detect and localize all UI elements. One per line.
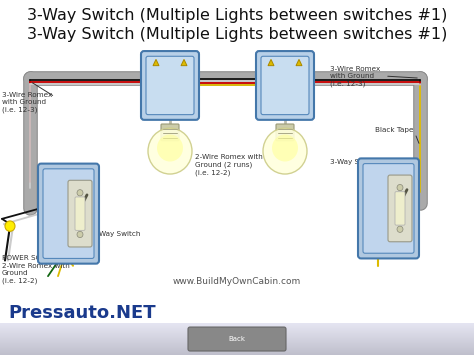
Bar bbox=[0, 337, 474, 338]
Text: 3-Way Switch: 3-Way Switch bbox=[330, 159, 378, 164]
Bar bbox=[0, 353, 474, 354]
Text: 3-Wire Romex
with Ground
(i.e. 12-3): 3-Wire Romex with Ground (i.e. 12-3) bbox=[330, 66, 380, 87]
FancyBboxPatch shape bbox=[358, 158, 419, 258]
Bar bbox=[0, 325, 474, 326]
Bar bbox=[0, 331, 474, 332]
Text: 3-Way Switch (Multiple Lights between switches #1): 3-Way Switch (Multiple Lights between sw… bbox=[27, 8, 447, 23]
FancyBboxPatch shape bbox=[75, 197, 85, 230]
Bar bbox=[0, 330, 474, 331]
Circle shape bbox=[157, 135, 183, 162]
Polygon shape bbox=[181, 59, 187, 66]
Circle shape bbox=[397, 185, 403, 191]
Circle shape bbox=[77, 231, 83, 237]
Circle shape bbox=[272, 135, 298, 162]
Bar bbox=[0, 332, 474, 333]
Text: Pressauto.NET: Pressauto.NET bbox=[8, 304, 155, 322]
Text: Black Tape: Black Tape bbox=[375, 127, 413, 133]
Bar bbox=[0, 346, 474, 347]
Bar bbox=[0, 352, 474, 353]
Bar bbox=[0, 329, 474, 330]
Bar bbox=[0, 333, 474, 334]
Text: 3-Way Switch (Multiple Lights between switches #1): 3-Way Switch (Multiple Lights between sw… bbox=[27, 27, 447, 42]
FancyBboxPatch shape bbox=[276, 124, 294, 141]
Bar bbox=[0, 348, 474, 349]
Circle shape bbox=[148, 128, 192, 174]
Bar bbox=[0, 338, 474, 339]
Text: 3-Wire Romex
with Ground
(i.e. 12-3): 3-Wire Romex with Ground (i.e. 12-3) bbox=[2, 92, 52, 113]
FancyBboxPatch shape bbox=[38, 164, 99, 264]
FancyBboxPatch shape bbox=[146, 56, 194, 115]
Bar bbox=[0, 328, 474, 329]
Text: Back: Back bbox=[228, 336, 246, 342]
Bar bbox=[0, 336, 474, 337]
Polygon shape bbox=[296, 59, 302, 66]
FancyBboxPatch shape bbox=[256, 51, 314, 120]
Circle shape bbox=[263, 128, 307, 174]
Circle shape bbox=[5, 221, 15, 231]
FancyBboxPatch shape bbox=[43, 169, 94, 258]
Bar bbox=[0, 335, 474, 336]
Bar bbox=[0, 324, 474, 325]
Text: POWER SOURCE
2-Wire Romex with
Ground
(i.e. 12-2): POWER SOURCE 2-Wire Romex with Ground (i… bbox=[2, 255, 70, 284]
Circle shape bbox=[77, 190, 83, 196]
Text: www.BuildMyOwnCabin.com: www.BuildMyOwnCabin.com bbox=[173, 277, 301, 286]
FancyBboxPatch shape bbox=[363, 164, 414, 253]
Bar bbox=[0, 323, 474, 324]
FancyBboxPatch shape bbox=[68, 180, 92, 247]
Bar bbox=[0, 351, 474, 352]
FancyBboxPatch shape bbox=[141, 51, 199, 120]
FancyBboxPatch shape bbox=[161, 124, 179, 141]
Text: 3-Way Switch: 3-Way Switch bbox=[92, 231, 140, 237]
Text: 2-Wire Romex with
Ground (2 runs)
(i.e. 12-2): 2-Wire Romex with Ground (2 runs) (i.e. … bbox=[195, 154, 263, 176]
Bar bbox=[0, 326, 474, 327]
Bar bbox=[0, 350, 474, 351]
Bar bbox=[0, 354, 474, 355]
Polygon shape bbox=[268, 59, 274, 66]
FancyBboxPatch shape bbox=[261, 56, 309, 115]
Bar bbox=[0, 339, 474, 340]
Bar bbox=[0, 347, 474, 348]
Circle shape bbox=[397, 226, 403, 233]
Bar bbox=[0, 345, 474, 346]
Bar bbox=[0, 344, 474, 345]
Bar bbox=[0, 343, 474, 344]
FancyBboxPatch shape bbox=[188, 327, 286, 351]
Polygon shape bbox=[153, 59, 159, 66]
FancyBboxPatch shape bbox=[395, 192, 405, 225]
Bar bbox=[0, 349, 474, 350]
Bar bbox=[0, 334, 474, 335]
Bar bbox=[0, 327, 474, 328]
Bar bbox=[0, 341, 474, 342]
Bar bbox=[0, 340, 474, 341]
FancyBboxPatch shape bbox=[388, 175, 412, 242]
Bar bbox=[0, 342, 474, 343]
